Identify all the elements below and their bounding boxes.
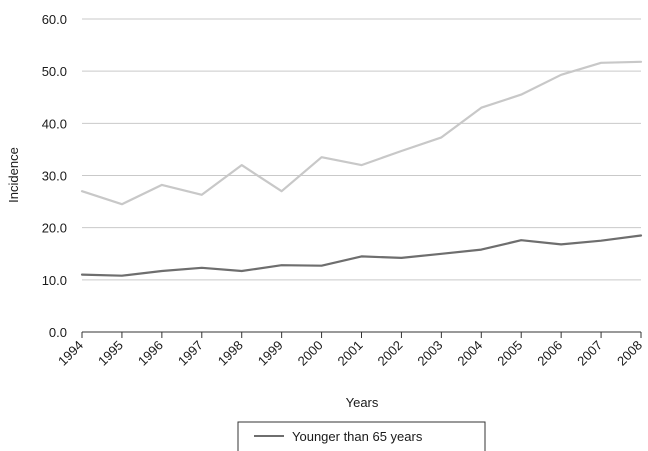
- x-tick-label: 1995: [95, 338, 126, 369]
- x-tick-label: 1996: [135, 338, 166, 369]
- y-tick-label: 0.0: [49, 325, 67, 340]
- x-tick-label: 1999: [255, 338, 286, 369]
- y-axis-title: Incidence: [6, 147, 21, 203]
- y-tick-label: 40.0: [42, 116, 67, 131]
- x-tick-label: 2000: [295, 338, 326, 369]
- y-tick-label: 60.0: [42, 12, 67, 27]
- x-tick-label: 2008: [614, 338, 645, 369]
- x-tick-label: 2002: [374, 338, 405, 369]
- x-axis-title: Years: [346, 395, 379, 410]
- x-tick-label: 1998: [215, 338, 246, 369]
- legend-label-younger-than-65: Younger than 65 years: [292, 429, 423, 444]
- x-tick-label: 2006: [534, 338, 565, 369]
- x-tick-label: 2003: [414, 338, 445, 369]
- y-tick-label: 10.0: [42, 273, 67, 288]
- series-line-1: [80, 60, 643, 206]
- x-tick-label: 2007: [574, 338, 605, 369]
- legend-border: [237, 421, 486, 451]
- y-axis-ticks: 0.0 10.0 20.0 30.0 40.0 50.0 60.0: [42, 12, 67, 340]
- y-tick-label: 50.0: [42, 64, 67, 79]
- y-tick-label: 20.0: [42, 221, 67, 236]
- series-line-younger-than-65: [80, 234, 643, 277]
- y-tick-label: 30.0: [42, 169, 67, 184]
- x-tick-label: 1994: [55, 338, 86, 369]
- x-tick-label: 2005: [494, 338, 525, 369]
- x-axis: 1994 1995 1996 1997 1998 1999 2000 2001 2002 2003…: [55, 331, 645, 369]
- x-tick-label: 2004: [454, 338, 485, 369]
- gridlines: [82, 18, 641, 281]
- legend: Younger than 65 years: [237, 421, 486, 451]
- x-tick-label: 1997: [175, 338, 206, 369]
- x-tick-label: 2001: [335, 338, 366, 369]
- series-lines: [80, 60, 643, 277]
